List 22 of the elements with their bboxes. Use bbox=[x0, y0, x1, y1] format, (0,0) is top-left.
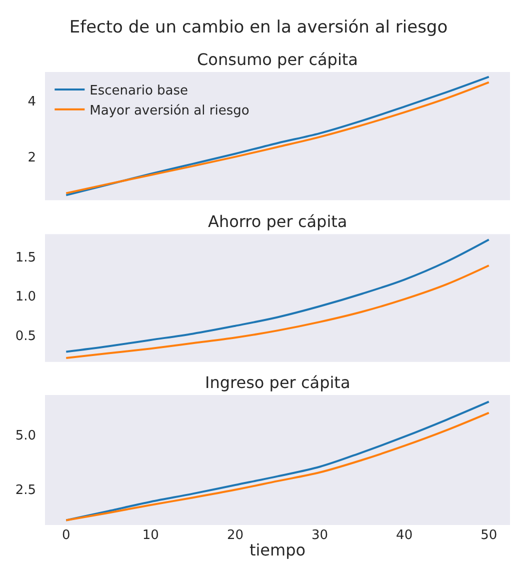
x-tick-label: 10 bbox=[142, 528, 159, 543]
x-tick-label: 40 bbox=[396, 528, 413, 543]
y-tick-label: 0.5 bbox=[15, 328, 36, 344]
line-series bbox=[65, 264, 490, 360]
x-tick-label: 50 bbox=[480, 528, 498, 543]
x-tick-label: 0 bbox=[62, 528, 70, 543]
line-series bbox=[65, 238, 490, 353]
chart-subtitle: Consumo per cápita bbox=[197, 50, 358, 69]
y-tick-label: 2 bbox=[28, 150, 36, 166]
y-tick-label: 1.5 bbox=[15, 250, 36, 266]
x-axis-title: tiempo bbox=[249, 540, 306, 560]
y-tick-label: 1.0 bbox=[15, 290, 36, 305]
x-tick-label: 20 bbox=[226, 528, 244, 543]
legend-label: Mayor aversión al riesgo bbox=[90, 103, 250, 118]
y-tick-label: 5.0 bbox=[15, 428, 36, 444]
y-tick-label: 2.5 bbox=[15, 482, 36, 498]
x-tick-label: 30 bbox=[311, 528, 328, 543]
legend-label: Escenario base bbox=[90, 84, 188, 99]
chart-title: Efecto de un cambio en la aversión al riesgo bbox=[69, 17, 448, 38]
y-tick-label: 4 bbox=[28, 94, 36, 110]
chart-title: Ingreso per cápita bbox=[205, 373, 350, 392]
chart-title: Ahorro per cápita bbox=[208, 212, 348, 231]
